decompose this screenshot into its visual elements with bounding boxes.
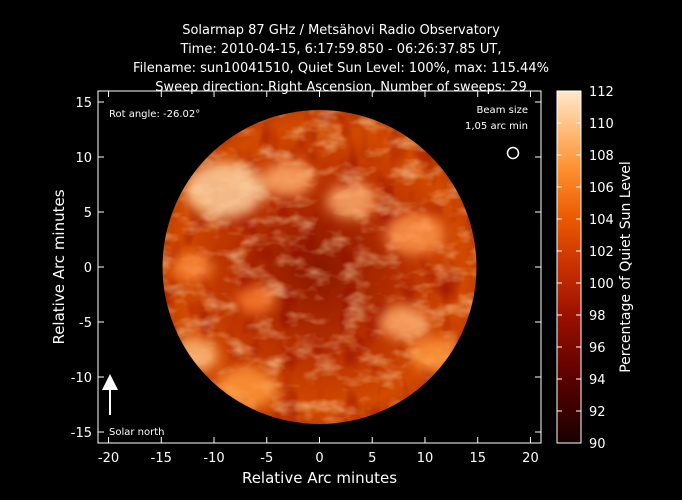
bright-region: [410, 337, 461, 373]
colorbar-tick-label: 92: [589, 405, 606, 420]
bright-region: [262, 161, 313, 197]
y-tick-label: 15: [75, 96, 92, 111]
solar-north-arrow-icon: [102, 374, 118, 415]
y-tick-label: -15: [71, 426, 92, 441]
bright-region: [378, 304, 429, 340]
bright-region: [215, 367, 276, 409]
x-axis-label: Relative Arc minutes: [242, 469, 397, 487]
beam-size-label: Beam size: [477, 105, 528, 116]
title-line-1: Solarmap 87 GHz / Metsähovi Radio Observ…: [182, 23, 500, 38]
x-tick-label: 10: [417, 451, 434, 466]
title-line-3: Filename: sun10041510, Quiet Sun Level: …: [133, 61, 549, 76]
solar-north-label: Solar north: [109, 427, 165, 438]
x-tick-label: 0: [315, 451, 323, 466]
colorbar-tick-label: 106: [589, 181, 614, 196]
colorbar-label: Percentage of Quiet Sun Level: [618, 161, 634, 373]
x-tick-label: 20: [522, 451, 539, 466]
colorbar: [556, 90, 582, 444]
colorbar-tick-label: 100: [589, 277, 614, 292]
colorbar-tick-label: 112: [589, 85, 614, 100]
colorbar-tick-label: 108: [589, 149, 614, 164]
y-tick-label: 0: [84, 261, 92, 276]
y-tick-label: -10: [71, 371, 92, 386]
colorbar-tick-label: 102: [589, 245, 614, 260]
x-tick-label: 5: [368, 451, 376, 466]
colorbar-tick-label: 104: [589, 213, 614, 228]
bright-region: [172, 253, 213, 281]
solar-disk: [162, 110, 477, 424]
y-axis-label: Relative Arc minutes: [50, 189, 68, 344]
colorbar-tick-label: 96: [589, 341, 606, 356]
bright-region: [236, 286, 277, 314]
x-tick-label: -15: [151, 451, 172, 466]
x-tick-label: 15: [469, 451, 486, 466]
y-tick-label: 10: [75, 151, 92, 166]
beam-size-circle-icon: [506, 146, 520, 160]
colorbar-tick-label: 90: [589, 437, 606, 452]
colorbar-tick-label: 98: [589, 309, 606, 324]
y-tick-label: -5: [79, 316, 92, 331]
title-line-2: Time: 2010-04-15, 6:17:59.850 - 06:26:37…: [180, 42, 502, 57]
bright-region: [384, 213, 445, 255]
colorbar-tick-label: 110: [589, 117, 614, 132]
x-tick-label: -5: [260, 451, 273, 466]
x-tick-label: -20: [98, 451, 119, 466]
bright-region: [167, 337, 218, 373]
bright-region: [184, 162, 265, 218]
colorbar-tick-label: 94: [589, 373, 606, 388]
bright-region: [326, 183, 377, 219]
x-tick-label: -10: [203, 451, 224, 466]
rot-angle-label: Rot angle: -26.02°: [109, 109, 200, 120]
beam-size-value: 1,05 arc min: [465, 121, 528, 132]
y-tick-label: 5: [84, 206, 92, 221]
